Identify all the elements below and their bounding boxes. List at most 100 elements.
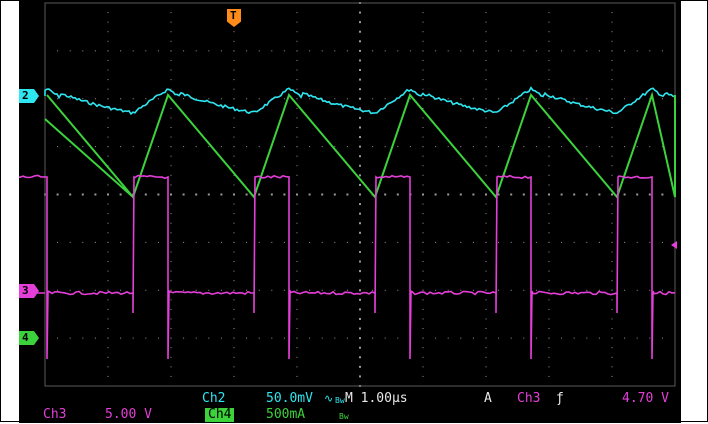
ch2-bandwidth-limit-icon: Bw <box>335 396 345 405</box>
grid-dot <box>157 241 159 243</box>
grid-dot <box>586 50 588 52</box>
grid-dot <box>170 193 172 196</box>
grid-dot <box>233 347 235 349</box>
grid-dot <box>346 193 349 196</box>
grid-dot <box>624 337 626 339</box>
grid-dot <box>107 59 109 61</box>
grid-dot <box>220 337 222 339</box>
grid-dot <box>57 337 59 339</box>
grid-dot <box>561 50 563 52</box>
grid-dot <box>359 375 361 378</box>
grid-dot <box>548 308 550 310</box>
grid-dot <box>296 126 298 128</box>
grid-dot <box>283 289 285 291</box>
grid-dot <box>359 327 361 330</box>
grid-dot <box>107 375 109 377</box>
grid-dot <box>94 241 96 243</box>
grid-dot <box>170 59 172 61</box>
grid-dot <box>170 50 172 52</box>
grid-dot <box>69 98 71 100</box>
grid-dot <box>510 241 512 243</box>
grid-dot <box>611 117 613 119</box>
grid-dot <box>170 375 172 377</box>
grid-dot <box>195 146 197 148</box>
grid-dot <box>107 50 109 52</box>
grid-dot <box>296 40 298 42</box>
grid-dot <box>535 98 537 100</box>
grid-dot <box>397 146 399 148</box>
grid-dot <box>359 155 361 158</box>
grid-dot <box>485 232 487 234</box>
grid-dot <box>573 241 575 243</box>
grid-dot <box>359 183 361 186</box>
grid-dot <box>598 289 600 291</box>
ch4-bandwidth-limit-icon: Bw <box>339 412 349 421</box>
grid-dot <box>359 231 361 234</box>
grid-dot <box>434 193 437 196</box>
grid-dot <box>120 146 122 148</box>
grid-dot <box>384 241 386 243</box>
grid-dot <box>548 12 550 14</box>
grid-dot <box>372 98 374 100</box>
grid-dot <box>107 12 109 14</box>
grid-dot <box>598 193 601 196</box>
grid-dot <box>485 289 487 291</box>
grid-dot <box>611 88 613 90</box>
grid-dot <box>372 146 374 148</box>
grid-dot <box>145 98 147 100</box>
grid-dot <box>157 146 159 148</box>
grid-dot <box>359 298 361 301</box>
grid-dot <box>422 251 424 253</box>
trigger-slope-icon: ƒ <box>556 391 564 406</box>
grid-dot <box>661 193 664 196</box>
ch2-scale: 50.0mV <box>266 391 313 406</box>
trigger-source: Ch3 <box>517 391 541 406</box>
grid-dot <box>233 222 235 224</box>
grid-dot <box>107 232 109 234</box>
grid-dot <box>107 328 109 330</box>
grid-dot <box>107 261 109 263</box>
grid-dot <box>498 146 500 148</box>
grid-dot <box>447 146 449 148</box>
grid-dot <box>611 184 613 186</box>
grid-dot <box>107 98 109 100</box>
grid-dot <box>485 213 487 215</box>
grid-dot <box>195 337 197 339</box>
grid-dot <box>548 155 550 157</box>
grid-dot <box>132 337 134 339</box>
grid-dot <box>548 98 550 100</box>
grid-dot <box>510 289 512 291</box>
trigger-mode: A <box>484 391 492 406</box>
grid-dot <box>359 289 361 292</box>
grid-dot <box>359 49 361 52</box>
grid-dot <box>233 59 235 61</box>
grid-dot <box>611 337 613 339</box>
grid-dot <box>170 136 172 138</box>
grid-dot <box>485 366 487 368</box>
grid-dot <box>636 289 638 291</box>
grid-dot <box>422 356 424 358</box>
grid-dot <box>611 98 613 100</box>
grid-dot <box>57 98 59 100</box>
grid-dot <box>157 289 159 291</box>
grid-dot <box>384 289 386 291</box>
grid-dot <box>485 117 487 119</box>
grid-dot <box>460 337 462 339</box>
grid-dot <box>296 356 298 358</box>
grid-dot <box>208 146 210 148</box>
grid-dot <box>548 299 550 301</box>
grid-dot <box>661 146 663 148</box>
grid-dot <box>649 337 651 339</box>
grid-dot <box>69 289 71 291</box>
grid-dot <box>107 184 109 186</box>
grid-dot <box>611 193 613 196</box>
grid-dot <box>334 241 336 243</box>
grid-dot <box>485 203 487 205</box>
grid-dot <box>107 280 109 282</box>
grid-dot <box>120 289 122 291</box>
grid-dot <box>422 174 424 176</box>
grid-dot <box>548 347 550 349</box>
grid-dot <box>233 232 235 234</box>
grid-dot <box>296 31 298 33</box>
grid-dot <box>107 69 109 71</box>
